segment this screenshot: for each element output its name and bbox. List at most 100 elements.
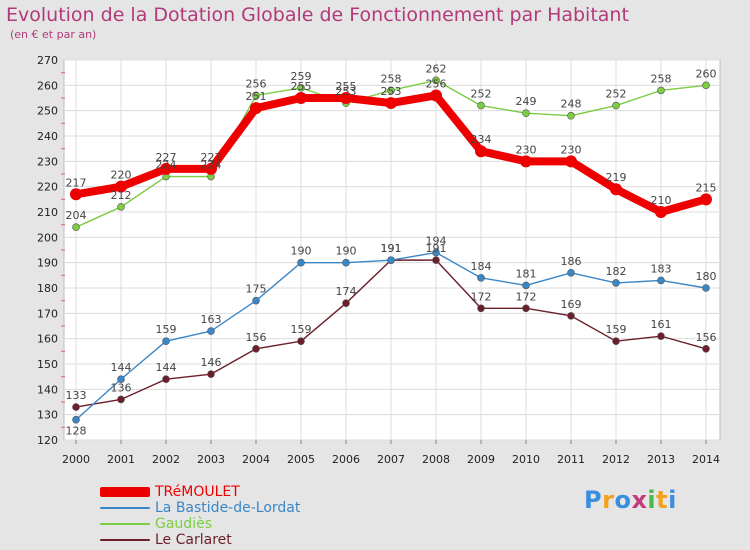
plot-area [63, 59, 721, 441]
data-point [567, 111, 575, 120]
x-tick-label: 2005 [287, 453, 315, 466]
data-labels: 133 136 144 146 156 159 174 191 191 172 172 169 159 1… [66, 62, 717, 437]
data-label: 227 [201, 151, 222, 164]
data-label: 169 [561, 298, 582, 311]
data-point [387, 86, 395, 95]
data-label: 260 [696, 67, 717, 80]
data-label: 249 [516, 95, 537, 108]
data-label: 183 [651, 262, 672, 275]
x-tick-label: 2004 [242, 453, 270, 466]
legend-item: Gaudiès [100, 516, 300, 532]
data-label: 190 [336, 245, 357, 258]
data-label: 180 [696, 270, 717, 283]
data-label: 258 [651, 72, 672, 85]
data-label: 258 [381, 72, 402, 85]
data-label: 136 [111, 381, 132, 394]
y-tick-label: 140 [37, 383, 58, 396]
chart-legend: TRéMOULET La Bastide-de-Lordat Gaudiès Le C… [100, 484, 300, 548]
data-label: 190 [291, 245, 312, 258]
data-label: 163 [201, 313, 222, 326]
data-label: 191 [381, 242, 402, 255]
data-point [297, 84, 305, 92]
data-label: 175 [246, 283, 267, 296]
data-point [702, 344, 710, 353]
data-point [567, 312, 575, 320]
x-tick-label: 2011 [557, 453, 585, 466]
data-label: 251 [246, 90, 267, 103]
data-point [115, 180, 127, 193]
data-label: 252 [471, 88, 492, 101]
data-label: 159 [291, 323, 312, 336]
data-point [477, 304, 485, 313]
data-label: 256 [246, 77, 267, 90]
x-tick-label: 2000 [62, 453, 90, 466]
x-tick-label: 2006 [332, 453, 360, 466]
data-point [430, 89, 442, 102]
data-point [657, 332, 665, 340]
data-point [162, 375, 170, 384]
legend-label: Gaudiès [155, 516, 212, 532]
legend-label: La Bastide-de-Lordat [155, 500, 301, 516]
data-label: 234 [471, 133, 492, 146]
data-point [657, 276, 665, 285]
data-point [655, 206, 667, 218]
y-tick-label: 260 [37, 79, 58, 92]
data-label: 259 [291, 70, 312, 83]
data-point [252, 91, 260, 100]
data-label: 262 [426, 62, 447, 75]
data-label: 159 [606, 323, 627, 336]
y-tick-label: 160 [37, 333, 58, 346]
y-tick-label: 190 [37, 257, 58, 270]
data-point [117, 395, 125, 404]
data-label: 191 [426, 242, 447, 255]
x-tick-label: 2008 [422, 453, 450, 466]
data-point [207, 327, 215, 335]
data-label: 224 [201, 159, 222, 172]
data-label: 144 [156, 361, 177, 374]
x-tick-label: 2001 [107, 453, 135, 466]
data-point [207, 370, 215, 378]
legend-item: TRéMOULET [100, 484, 300, 500]
data-label: 172 [516, 290, 537, 303]
x-tick-label: 2012 [602, 453, 630, 466]
data-point [117, 375, 125, 384]
data-point [432, 248, 440, 257]
data-point [522, 109, 530, 117]
legend-item: La Bastide-de-Lordat [100, 500, 300, 516]
data-point [610, 183, 622, 196]
data-point [657, 86, 665, 95]
data-label: 215 [696, 181, 717, 194]
data-label: 227 [156, 151, 177, 164]
data-label: 172 [471, 290, 492, 303]
data-point [475, 145, 487, 158]
data-point [340, 92, 352, 104]
data-label: 255 [291, 80, 312, 93]
data-label: 128 [66, 425, 87, 438]
y-tick-label: 250 [37, 105, 58, 118]
data-label: 230 [516, 143, 537, 156]
y-tick-label: 200 [37, 231, 58, 244]
data-label: 191 [381, 242, 402, 255]
data-point [432, 256, 440, 264]
data-point [250, 102, 262, 115]
data-point [297, 258, 305, 267]
legend-swatch [100, 523, 150, 525]
legend-swatch [100, 507, 150, 509]
data-point [702, 284, 710, 292]
data-label: 248 [561, 98, 582, 111]
data-label: 217 [66, 176, 87, 189]
data-point [342, 258, 350, 267]
data-point [522, 281, 530, 290]
y-tick-label: 120 [37, 434, 58, 447]
data-point [342, 299, 350, 308]
data-point [612, 101, 620, 110]
data-point [117, 203, 125, 211]
data-label: 144 [111, 361, 132, 374]
data-point [387, 256, 395, 264]
data-point [160, 162, 172, 175]
data-point [477, 274, 485, 282]
data-label: 219 [606, 171, 627, 184]
data-point [612, 337, 620, 346]
data-label: 256 [426, 77, 447, 90]
data-point [295, 92, 307, 104]
